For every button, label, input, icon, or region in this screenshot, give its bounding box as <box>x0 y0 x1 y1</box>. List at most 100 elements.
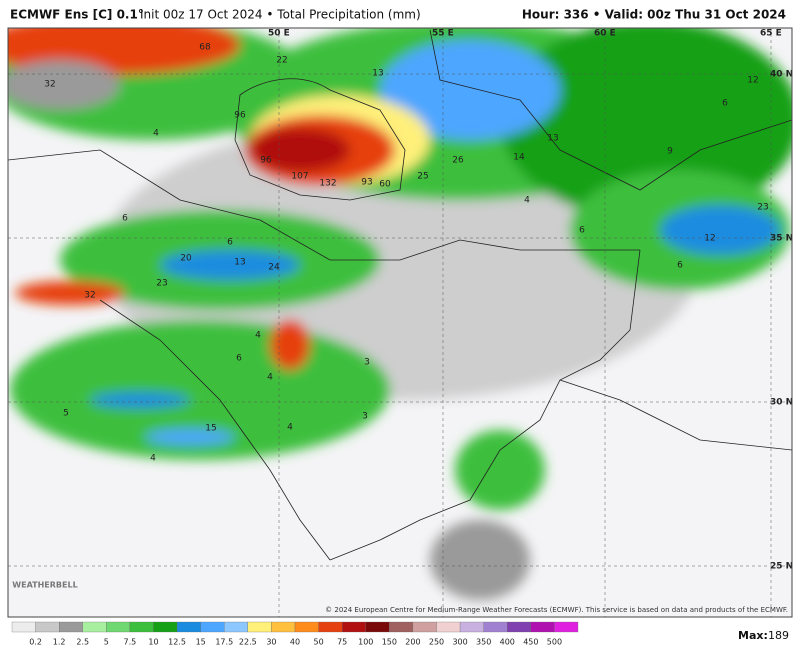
colorbar-label: 22.5 <box>239 638 257 647</box>
colorbar-swatch <box>294 621 319 633</box>
logo: WEATHERBELL <box>12 581 77 590</box>
grid-label: 40 N <box>770 70 793 80</box>
grid-label: 55 E <box>432 29 454 39</box>
colorbar-label: 1.2 <box>53 638 66 647</box>
borders <box>8 29 792 561</box>
colorbar-label: 30 <box>266 638 276 647</box>
precip-value: 9 <box>667 147 673 157</box>
model-title: ECMWF Ens [C] 0.1° <box>10 8 144 22</box>
colorbar-label: 2.5 <box>76 638 89 647</box>
colorbar-label: 250 <box>429 638 444 647</box>
colorbar-swatch <box>365 621 390 633</box>
precip-value: 4 <box>524 196 530 206</box>
precip-value: 96 <box>234 111 246 121</box>
precip-value: 25 <box>417 172 428 182</box>
max-value: 189 <box>768 629 789 642</box>
precip-value: 15 <box>205 424 216 434</box>
precip-value: 68 <box>199 43 211 53</box>
colorbar-swatch <box>247 621 272 633</box>
colorbar-swatch <box>389 621 414 633</box>
precip-value: 5 <box>63 409 69 419</box>
init-info: Init 00z 17 Oct 2024 • Total Precipitati… <box>140 8 421 22</box>
colorbar-swatch <box>342 621 366 633</box>
map-frame <box>7 27 793 618</box>
precip-value: 4 <box>255 331 261 341</box>
colorbar-label: 40 <box>290 638 300 647</box>
colorbar-label: 17.5 <box>215 638 233 647</box>
colorbar-swatch <box>530 621 555 633</box>
colorbar-swatch <box>153 621 178 633</box>
graticule <box>8 28 792 617</box>
colorbar-swatch <box>129 621 154 633</box>
colorbar-label: 7.5 <box>124 638 137 647</box>
colorbar-label: 400 <box>500 638 515 647</box>
colorbar-label: 100 <box>358 638 373 647</box>
colorbar-label: 5 <box>104 638 109 647</box>
colorbar-label: 200 <box>405 638 420 647</box>
precip-value: 24 <box>268 263 280 273</box>
copyright: © 2024 European Centre for Medium-Range … <box>325 606 788 614</box>
precip-value: 96 <box>260 156 272 166</box>
colorbar-swatch <box>176 621 201 633</box>
precip-value: 12 <box>704 234 715 244</box>
precip-value: 13 <box>234 258 245 268</box>
precip-value: 23 <box>757 203 768 213</box>
colorbar-swatch <box>412 621 437 633</box>
colorbar-label: 450 <box>523 638 538 647</box>
colorbar-swatch <box>200 621 225 633</box>
precip-value: 6 <box>579 226 585 236</box>
precip-value: 132 <box>319 179 336 189</box>
precip-value: 20 <box>180 254 192 264</box>
map: 50 E 55 E 60 E 65 E 40 N 35 N 30 N 25 N 68 32 22 1… <box>8 28 793 617</box>
colorbar-label: 15 <box>196 638 206 647</box>
precip-value: 32 <box>84 291 95 301</box>
colorbar-swatch <box>224 621 248 633</box>
colorbar-swatch <box>436 621 461 633</box>
precip-value: 60 <box>379 180 391 190</box>
grid-label: 25 N <box>770 562 793 572</box>
colorbar-swatch <box>59 621 83 633</box>
grid-label: 35 N <box>770 234 793 244</box>
precip-value: 12 <box>747 76 758 86</box>
colorbar-swatch <box>11 621 36 633</box>
colorbar-label: 10 <box>148 638 158 647</box>
colorbar-swatch <box>106 621 131 633</box>
colorbar-swatch <box>507 621 531 633</box>
grid-label: 65 E <box>760 29 782 39</box>
colorbar-label: 350 <box>476 638 491 647</box>
precip-value: 4 <box>153 129 159 139</box>
precip-value: 22 <box>276 56 287 66</box>
colorbar: 0.2 1.2 2.5 5 7.5 10 12.5 15 17.5 22.5 30 40 50 75 100… <box>11 621 579 647</box>
precip-value: 6 <box>722 99 728 109</box>
precip-value: 6 <box>122 214 128 224</box>
colorbar-swatch <box>459 621 484 633</box>
colorbar-swatch <box>318 621 343 633</box>
precip-value: 13 <box>547 134 558 144</box>
precip-value: 3 <box>362 412 368 422</box>
grid-label: 30 N <box>770 398 793 408</box>
grid-label: 60 E <box>594 29 616 39</box>
colorbar-swatch <box>271 621 296 633</box>
precip-value: 4 <box>287 423 293 433</box>
precip-value: 6 <box>677 261 683 271</box>
precip-value: 6 <box>227 238 233 248</box>
colorbar-label: 50 <box>313 638 323 647</box>
colorbar-label: 300 <box>452 638 467 647</box>
precip-value: 107 <box>291 172 308 182</box>
colorbar-swatch <box>35 621 60 633</box>
precip-value: 4 <box>150 454 156 464</box>
precip-value: 23 <box>156 279 167 289</box>
grid-labels: 50 E 55 E 60 E 65 E 40 N 35 N 30 N 25 N <box>268 29 793 572</box>
precip-value: 4 <box>267 373 273 383</box>
precip-field <box>8 28 792 600</box>
precip-value: 93 <box>361 178 372 188</box>
colorbar-label: 500 <box>547 638 562 647</box>
precip-value: 26 <box>452 156 464 166</box>
colorbar-swatch <box>554 621 579 633</box>
colorbar-swatch <box>483 621 508 633</box>
colorbar-label: 75 <box>337 638 347 647</box>
